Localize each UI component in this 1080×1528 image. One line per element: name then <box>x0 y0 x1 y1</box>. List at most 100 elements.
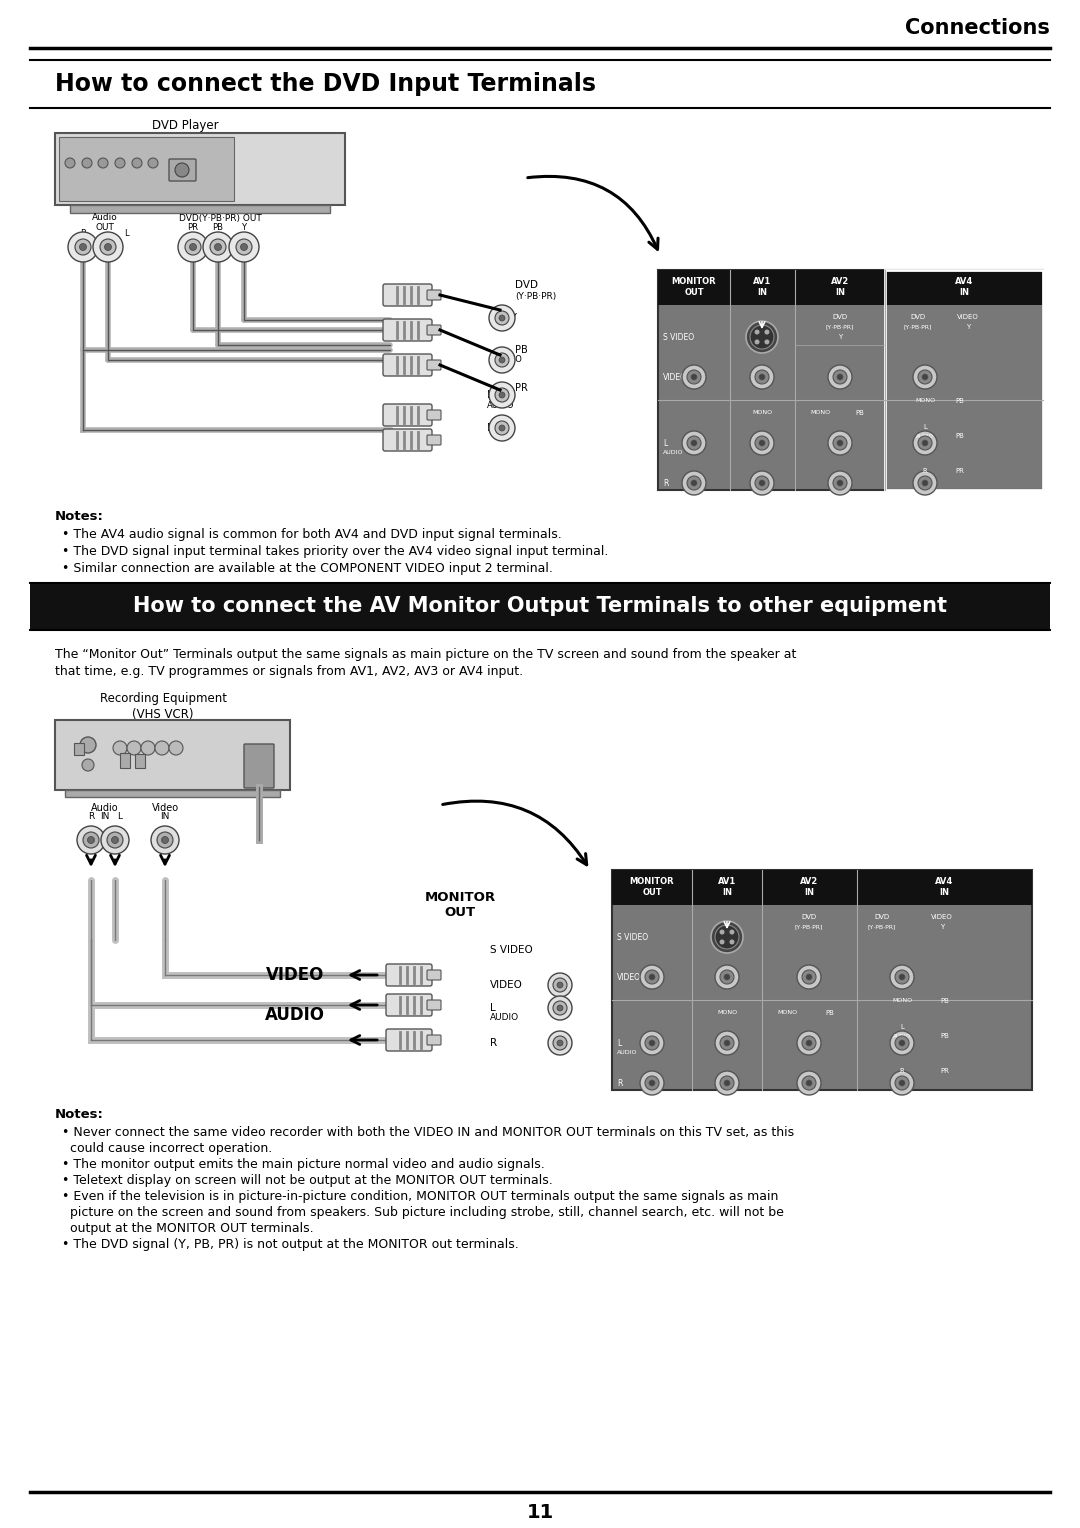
Circle shape <box>913 471 937 495</box>
FancyBboxPatch shape <box>427 1034 441 1045</box>
Circle shape <box>729 940 734 944</box>
Circle shape <box>724 1080 730 1086</box>
Text: S VIDEO: S VIDEO <box>490 944 532 955</box>
Text: R: R <box>617 1079 622 1088</box>
Circle shape <box>720 1076 734 1089</box>
Text: VIDEO: VIDEO <box>663 373 687 382</box>
FancyBboxPatch shape <box>427 361 441 370</box>
Circle shape <box>755 435 769 451</box>
Circle shape <box>918 477 932 490</box>
Bar <box>75 743 84 755</box>
Bar <box>30 584 1050 630</box>
Circle shape <box>715 966 739 989</box>
Text: AUDIO: AUDIO <box>663 451 684 455</box>
FancyBboxPatch shape <box>427 325 441 335</box>
Circle shape <box>65 157 75 168</box>
Text: AUDIO: AUDIO <box>490 1013 519 1022</box>
Text: AV4
IN: AV4 IN <box>955 277 973 296</box>
Text: MONO: MONO <box>495 356 522 365</box>
Text: DVD: DVD <box>801 914 816 920</box>
Bar <box>135 753 145 769</box>
Circle shape <box>553 1036 567 1050</box>
Text: picture on the screen and sound from speakers. Sub picture including strobe, sti: picture on the screen and sound from spe… <box>62 1206 784 1219</box>
Circle shape <box>93 232 123 261</box>
Circle shape <box>687 435 701 451</box>
Circle shape <box>80 736 96 753</box>
Circle shape <box>178 232 208 261</box>
Circle shape <box>691 480 697 486</box>
Text: DVD(Y·PB·PR) OUT: DVD(Y·PB·PR) OUT <box>178 214 261 223</box>
Circle shape <box>495 388 509 402</box>
Circle shape <box>691 374 697 380</box>
Text: AUDIO: AUDIO <box>893 1033 910 1039</box>
Circle shape <box>755 477 769 490</box>
Circle shape <box>724 1041 730 1047</box>
Circle shape <box>750 325 774 348</box>
FancyBboxPatch shape <box>386 995 432 1016</box>
Text: output at the MONITOR OUT terminals.: output at the MONITOR OUT terminals. <box>62 1222 313 1235</box>
Text: could cause incorrect operation.: could cause incorrect operation. <box>62 1141 272 1155</box>
FancyBboxPatch shape <box>383 403 432 426</box>
Circle shape <box>681 431 706 455</box>
Circle shape <box>102 827 129 854</box>
Circle shape <box>203 232 233 261</box>
Circle shape <box>105 243 111 251</box>
Circle shape <box>890 1071 914 1096</box>
Circle shape <box>185 238 201 255</box>
Text: [Y·PB·PR]: [Y·PB·PR] <box>795 924 823 929</box>
Circle shape <box>175 163 189 177</box>
Circle shape <box>755 330 759 335</box>
FancyBboxPatch shape <box>383 354 432 376</box>
Circle shape <box>229 232 259 261</box>
Circle shape <box>922 374 928 380</box>
Circle shape <box>189 243 197 251</box>
FancyBboxPatch shape <box>427 999 441 1010</box>
Text: PR: PR <box>941 1068 949 1074</box>
FancyBboxPatch shape <box>65 790 280 798</box>
Circle shape <box>899 973 905 979</box>
Circle shape <box>114 157 125 168</box>
Text: R: R <box>80 229 86 238</box>
Text: DVD: DVD <box>515 280 538 290</box>
Circle shape <box>499 425 505 431</box>
Text: • Teletext display on screen will not be output at the MONITOR OUT terminals.: • Teletext display on screen will not be… <box>62 1174 553 1187</box>
Text: MONITOR
OUT: MONITOR OUT <box>672 277 716 296</box>
Text: PR: PR <box>956 468 964 474</box>
Circle shape <box>687 477 701 490</box>
Text: [Y·PB·PR]: [Y·PB·PR] <box>904 324 932 330</box>
Text: PB: PB <box>941 998 949 1004</box>
Circle shape <box>828 471 852 495</box>
Circle shape <box>828 365 852 390</box>
FancyBboxPatch shape <box>59 138 234 202</box>
Circle shape <box>645 1036 659 1050</box>
FancyBboxPatch shape <box>427 970 441 979</box>
Text: Y: Y <box>838 335 842 341</box>
Text: L: L <box>124 229 129 238</box>
Circle shape <box>553 1001 567 1015</box>
Circle shape <box>715 1071 739 1096</box>
Text: R: R <box>922 468 928 474</box>
Circle shape <box>548 973 572 996</box>
Text: AUDIO: AUDIO <box>916 434 934 439</box>
Text: L: L <box>900 1024 904 1030</box>
Circle shape <box>797 1071 821 1096</box>
Circle shape <box>489 306 515 332</box>
Text: R: R <box>900 1068 904 1074</box>
Circle shape <box>215 243 221 251</box>
Circle shape <box>132 157 141 168</box>
Bar <box>885 270 1043 490</box>
Circle shape <box>141 741 156 755</box>
Circle shape <box>87 836 95 843</box>
Text: DVD: DVD <box>875 914 890 920</box>
Circle shape <box>918 435 932 451</box>
Text: • The AV4 audio signal is common for both AV4 and DVD input signal terminals.: • The AV4 audio signal is common for bot… <box>62 529 562 541</box>
Text: MONO: MONO <box>752 411 772 416</box>
Text: Notes:: Notes: <box>55 510 104 523</box>
Text: • Even if the television is in picture-in-picture condition, MONITOR OUT termina: • Even if the television is in picture-i… <box>62 1190 779 1203</box>
FancyBboxPatch shape <box>55 133 345 205</box>
Circle shape <box>719 929 725 935</box>
Text: DVD Player: DVD Player <box>151 119 218 131</box>
Circle shape <box>645 1076 659 1089</box>
Circle shape <box>649 1041 654 1047</box>
Text: L: L <box>923 423 927 429</box>
